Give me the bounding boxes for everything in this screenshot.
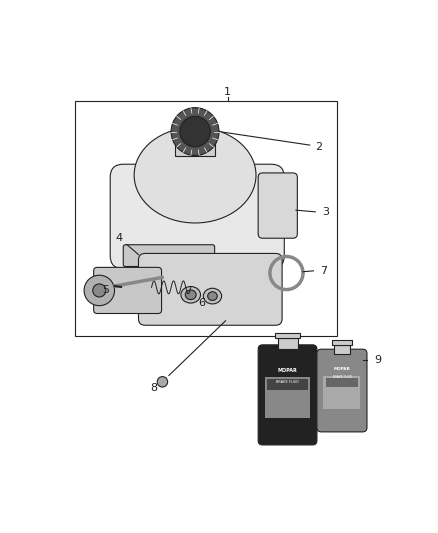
Text: 5: 5 [102, 286, 110, 295]
Bar [75, 101, 336, 336]
Ellipse shape [185, 290, 196, 300]
FancyBboxPatch shape [258, 345, 317, 445]
Text: 6: 6 [198, 298, 205, 309]
Text: 1: 1 [224, 87, 231, 98]
Text: BRAKE FLUID: BRAKE FLUID [333, 375, 352, 379]
Circle shape [84, 275, 115, 305]
Text: 8: 8 [150, 383, 157, 393]
Bar [176, 138, 215, 156]
FancyBboxPatch shape [138, 254, 282, 325]
Bar [332, 340, 353, 345]
FancyBboxPatch shape [323, 376, 360, 409]
Ellipse shape [181, 287, 201, 303]
Ellipse shape [208, 292, 217, 301]
Text: 9: 9 [374, 355, 381, 365]
Text: BRAKE FLUID: BRAKE FLUID [276, 380, 299, 384]
Text: MOPAR: MOPAR [334, 367, 350, 371]
Bar [278, 338, 297, 349]
Bar [325, 378, 358, 387]
Circle shape [93, 284, 106, 297]
Bar [276, 333, 300, 338]
Circle shape [171, 108, 219, 156]
Ellipse shape [203, 288, 222, 304]
Bar [267, 379, 308, 390]
Text: 7: 7 [320, 266, 327, 276]
Text: MOPAR: MOPAR [278, 368, 298, 374]
FancyBboxPatch shape [317, 349, 367, 432]
Ellipse shape [134, 127, 256, 223]
Text: 4: 4 [115, 233, 123, 243]
Text: 3: 3 [322, 207, 329, 217]
FancyBboxPatch shape [258, 173, 297, 238]
Text: 2: 2 [315, 142, 323, 152]
FancyBboxPatch shape [265, 377, 311, 418]
FancyBboxPatch shape [94, 268, 162, 313]
FancyBboxPatch shape [123, 245, 215, 266]
Circle shape [180, 116, 210, 147]
Circle shape [157, 377, 168, 387]
Bar [334, 345, 350, 353]
FancyBboxPatch shape [110, 164, 284, 269]
